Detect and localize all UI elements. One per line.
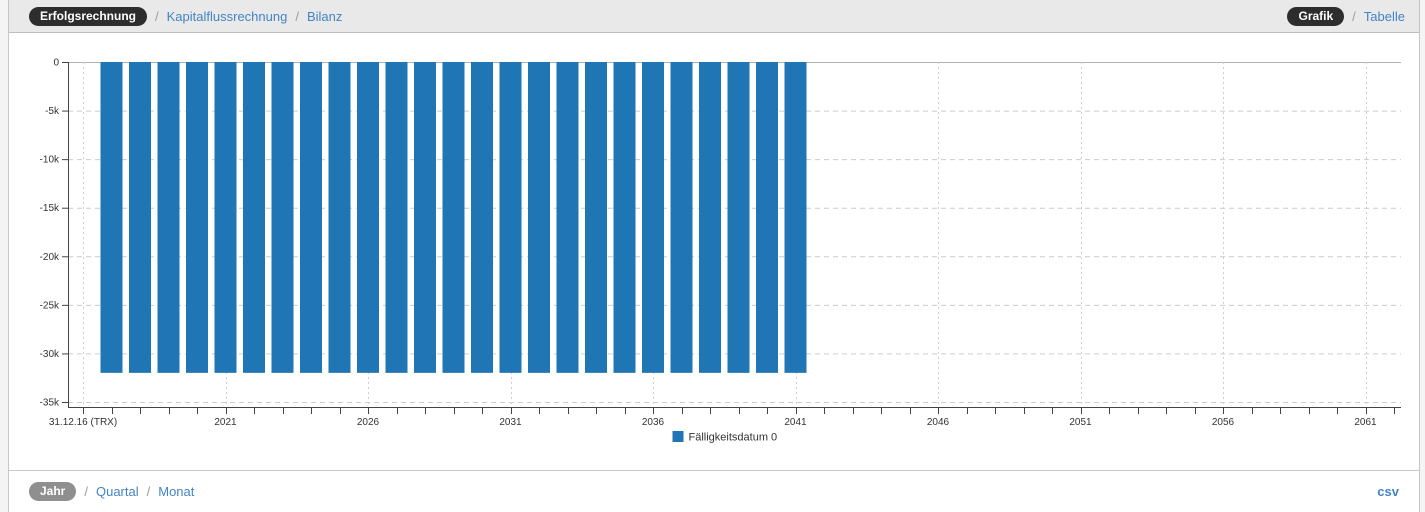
y-axis-label: -20k [40,252,60,263]
x-axis-label: 2021 [214,417,237,428]
bar[interactable] [271,62,294,373]
bar-chart: 0 -5k -10k -15k -20k -25k -30k -35k 31.12.16 (TR… [40,58,1401,444]
y-axis-label: -10k [40,155,60,166]
bar[interactable] [157,62,180,373]
bar[interactable] [100,62,123,373]
breadcrumb-item-bilanz[interactable]: Bilanz [306,8,343,24]
bar[interactable] [385,62,408,373]
x-axis-label: 2051 [1069,417,1092,428]
y-axis-label: -25k [40,300,60,311]
bar[interactable] [756,62,778,373]
x-axis-label: 2061 [1354,417,1377,428]
header-bar: Erfolgsrechnung / Kapitalflussrechnung /… [9,0,1419,33]
granularity-separator: / [84,484,88,499]
y-axis-label: -5k [45,106,60,117]
bar[interactable] [784,62,807,373]
bar[interactable] [442,62,465,373]
view-toggle-tabelle[interactable]: Tabelle [1363,8,1405,24]
x-axis-label: 2041 [784,417,807,428]
y-axis-label: -15k [40,203,60,214]
bar[interactable] [186,62,208,373]
x-axis-origin-label: 31.12.16 (TRX) [49,417,117,428]
legend-swatch [672,431,684,442]
bar[interactable] [357,62,379,373]
chart-area: 0 -5k -10k -15k -20k -25k -30k -35k 31.12.16 (TR… [9,33,1419,470]
view-toggle-separator: / [1352,8,1356,24]
bar[interactable] [699,62,721,373]
x-axis-label: 2046 [927,417,950,428]
bar[interactable] [613,62,636,373]
x-axis-label: 2056 [1212,417,1235,428]
bar[interactable] [300,62,322,373]
bar[interactable] [129,62,151,373]
y-axis-label: -30k [40,349,60,360]
bar[interactable] [528,62,550,373]
bar[interactable] [585,62,607,373]
y-axis-label: 0 [53,58,59,69]
breadcrumb-item-erfolgsrechnung[interactable]: Erfolgsrechnung [29,6,148,26]
breadcrumb-separator: / [155,8,159,24]
csv-export-link[interactable]: csv [1377,484,1399,499]
legend-label: Fälligkeitsdatum 0 [689,432,778,444]
main-panel: Erfolgsrechnung / Kapitalflussrechnung /… [8,0,1420,512]
granularity-monat[interactable]: Monat [158,484,195,499]
footer-bar: Jahr / Quartal / Monat csv [9,470,1419,512]
granularity-separator: / [146,484,151,499]
bar[interactable] [328,62,351,373]
bar[interactable] [499,62,522,373]
bar[interactable] [471,62,493,373]
x-axis-label: 2036 [642,417,665,428]
granularity-quartal[interactable]: Quartal [95,484,139,499]
view-toggle-grafik[interactable]: Grafik [1287,6,1345,26]
breadcrumb-separator: / [295,8,299,24]
granularity-toggle: Jahr / Quartal / Monat [29,482,194,501]
bar[interactable] [727,62,750,373]
bar[interactable] [214,62,237,373]
x-axis-label: 2031 [499,417,522,428]
y-axis-label: -35k [40,398,60,409]
bar[interactable] [642,62,664,373]
bar[interactable] [414,62,436,373]
bar[interactable] [670,62,693,373]
x-axis-label: 2026 [357,417,380,428]
granularity-jahr[interactable]: Jahr [29,482,77,501]
bar[interactable] [556,62,579,373]
view-toggle: Grafik / Tabelle [1287,6,1405,26]
bar[interactable] [243,62,265,373]
breadcrumb-item-kapitalflussrechnung[interactable]: Kapitalflussrechnung [166,8,288,24]
breadcrumb: Erfolgsrechnung / Kapitalflussrechnung /… [29,6,343,26]
